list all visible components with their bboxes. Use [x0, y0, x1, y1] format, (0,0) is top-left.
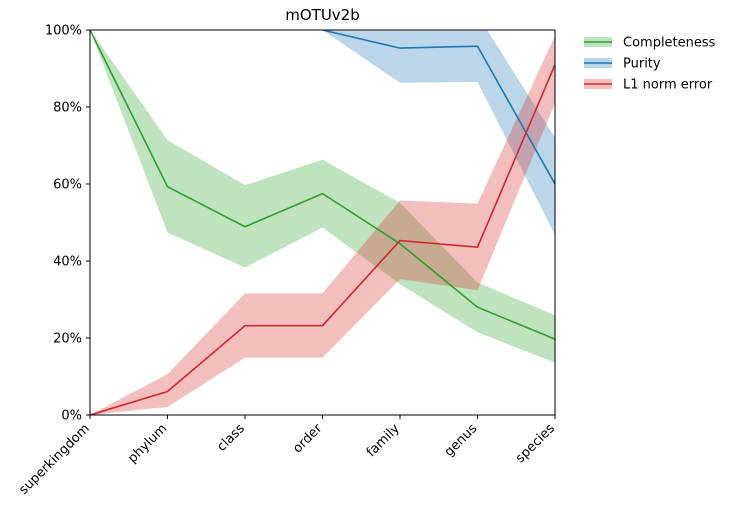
x-tick-label: family — [364, 421, 403, 460]
y-axis: 0% 20% 40% 60% 80% 100% — [45, 24, 90, 424]
legend: Completeness Purity L1 norm error — [584, 36, 716, 93]
y-tick-label: 20% — [53, 332, 82, 347]
y-tick-label: 100% — [45, 24, 82, 39]
x-tick-label: order — [290, 421, 326, 457]
x-tick-label: class — [214, 421, 248, 455]
x-tick-label: superkingdom — [16, 421, 92, 497]
band-l1-norm-error — [90, 35, 555, 415]
legend-label: Purity — [623, 57, 661, 72]
legend-label: L1 norm error — [623, 78, 713, 93]
series-lines — [90, 30, 555, 415]
y-tick-label: 60% — [53, 178, 82, 193]
x-tick-label: phylum — [125, 421, 170, 466]
legend-label: Completeness — [623, 36, 716, 51]
chart-title: mOTUv2b — [285, 6, 360, 24]
y-tick-label: 0% — [61, 409, 82, 424]
band-completeness — [90, 30, 555, 363]
x-axis: superkingdom phylum class order family genus s… — [16, 415, 558, 498]
confidence-bands — [90, 30, 555, 415]
x-tick-label: genus — [442, 421, 481, 460]
y-tick-label: 80% — [53, 101, 82, 116]
y-tick-label: 40% — [53, 255, 82, 270]
x-tick-label: species — [513, 421, 558, 466]
line-purity — [322, 30, 555, 185]
